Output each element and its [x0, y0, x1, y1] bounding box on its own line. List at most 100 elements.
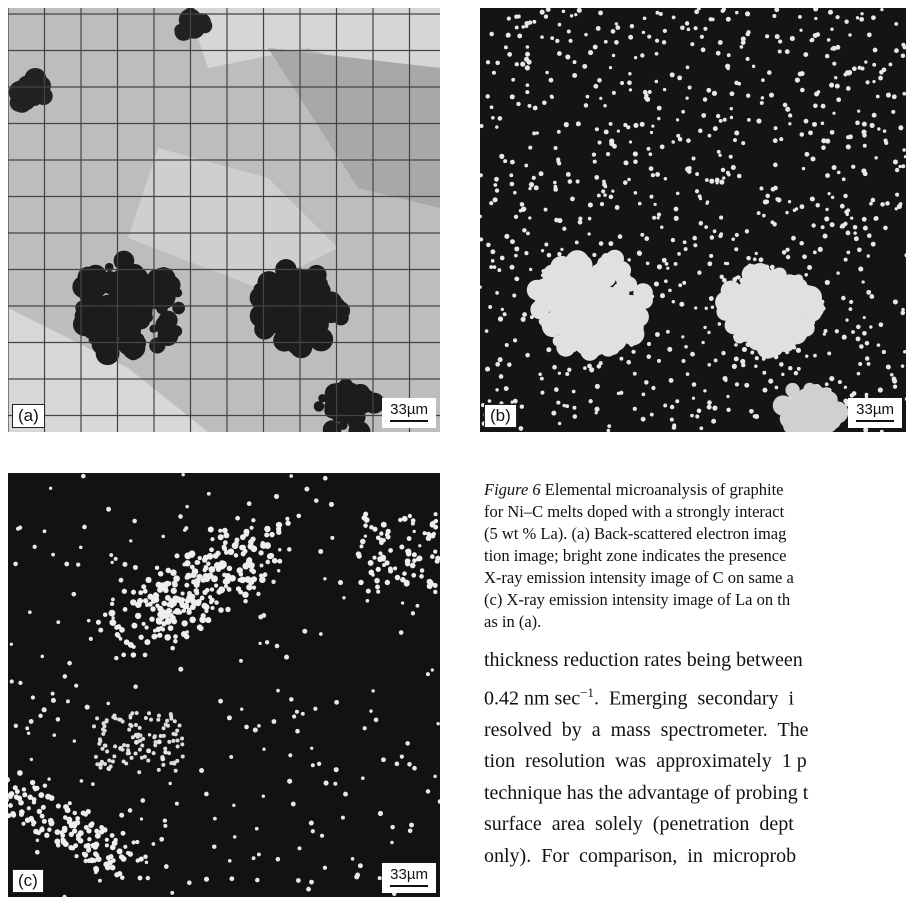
texture — [568, 179, 573, 184]
texture — [654, 203, 657, 206]
texture — [181, 591, 185, 595]
texture — [576, 121, 581, 126]
texture — [718, 322, 722, 326]
texture — [701, 341, 704, 344]
texture — [892, 377, 897, 382]
texture — [566, 172, 571, 177]
texture — [587, 232, 590, 235]
texture — [313, 707, 317, 711]
texture — [513, 338, 517, 342]
texture — [719, 119, 723, 123]
texture — [110, 833, 115, 838]
texture — [131, 590, 136, 595]
texture — [863, 316, 866, 319]
texture — [170, 604, 174, 608]
texture — [130, 756, 134, 760]
texture — [400, 755, 404, 759]
texture — [33, 545, 37, 549]
texture — [248, 562, 254, 568]
texture — [436, 722, 439, 725]
texture — [194, 588, 199, 593]
texture — [309, 880, 314, 885]
texture — [541, 249, 544, 252]
texture — [890, 373, 894, 377]
texture — [506, 33, 511, 38]
texture — [12, 93, 32, 113]
texture — [609, 195, 614, 200]
texture — [607, 424, 611, 428]
texture — [667, 347, 672, 352]
texture — [27, 806, 31, 810]
texture — [170, 569, 177, 576]
texture — [264, 526, 270, 532]
texture — [832, 165, 837, 170]
texture — [545, 71, 549, 75]
texture — [276, 530, 281, 535]
texture — [164, 634, 171, 641]
texture — [171, 588, 177, 594]
texture — [640, 233, 644, 237]
texture — [879, 322, 884, 327]
texture — [893, 159, 898, 164]
texture — [341, 816, 345, 820]
texture — [225, 607, 230, 612]
texture — [255, 878, 260, 883]
texture — [495, 125, 498, 128]
texture — [101, 727, 105, 731]
texture — [690, 42, 694, 46]
texture — [86, 848, 91, 853]
texture — [832, 62, 836, 66]
texture — [493, 197, 498, 202]
texture — [81, 474, 86, 479]
texture — [18, 681, 22, 685]
texture — [498, 357, 503, 362]
texture — [184, 583, 189, 588]
texture — [492, 71, 496, 75]
texture — [865, 341, 870, 346]
texture — [250, 526, 254, 530]
texture — [741, 301, 755, 315]
texture — [132, 840, 136, 844]
text-line: surface area solely (penetration dept — [484, 809, 906, 841]
texture — [145, 577, 151, 583]
texture — [871, 15, 876, 20]
texture — [263, 572, 268, 577]
texture — [798, 15, 802, 19]
texture — [411, 573, 416, 578]
texture — [44, 833, 49, 838]
texture — [623, 123, 627, 127]
texture — [692, 236, 697, 241]
texture — [594, 407, 599, 412]
texture — [567, 368, 571, 372]
texture — [144, 625, 148, 629]
texture — [672, 423, 676, 427]
texture — [257, 852, 261, 856]
texture — [831, 196, 835, 200]
texture — [314, 401, 324, 411]
texture — [74, 854, 78, 858]
texture — [672, 300, 675, 303]
texture — [598, 11, 603, 16]
texture — [251, 576, 257, 582]
texture — [114, 557, 118, 561]
texture — [138, 726, 142, 730]
texture — [169, 761, 173, 765]
texture — [504, 386, 509, 391]
texture — [433, 775, 436, 778]
texture — [490, 105, 494, 109]
texture — [835, 84, 840, 89]
texture — [110, 845, 116, 851]
texture — [737, 174, 742, 179]
texture — [678, 283, 682, 287]
texture — [514, 15, 518, 19]
texture — [257, 724, 261, 728]
texture — [390, 825, 395, 830]
texture — [320, 834, 324, 838]
texture — [37, 809, 42, 814]
body-text: thickness reduction rates being between0… — [484, 645, 906, 872]
texture — [164, 864, 169, 869]
texture — [538, 373, 542, 377]
texture — [22, 787, 26, 791]
texture — [660, 226, 663, 229]
scale-bar: 33µm — [848, 398, 902, 428]
